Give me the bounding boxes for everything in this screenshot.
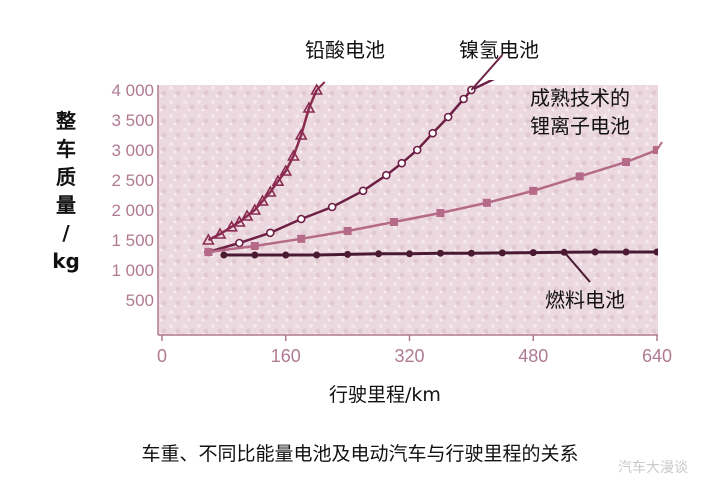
y-tick-label: 3 000: [111, 141, 154, 160]
data-point: [467, 249, 475, 257]
data-point: [591, 248, 599, 256]
x-tick-label: 0: [157, 346, 167, 366]
data-point: [310, 83, 324, 95]
series-leader: [563, 251, 591, 283]
data-point: [428, 128, 438, 138]
series-leader: [315, 81, 326, 91]
x-tick-label: 320: [394, 346, 424, 366]
x-axis-ticks: 0 160 320 480 640: [157, 335, 672, 366]
data-point: [575, 172, 584, 181]
series-3-overflow: [656, 141, 663, 151]
data-point: [498, 249, 506, 257]
data-point: [220, 251, 228, 259]
y-axis-ticks: 500 1 000 1 500 2 000 2 500 3 000 3 500 4 000: [111, 81, 154, 310]
y-tick-label: 4 000: [111, 81, 154, 100]
data-point: [279, 164, 293, 176]
data-point: [202, 233, 215, 245]
data-point: [271, 174, 285, 186]
data-point: [529, 186, 538, 195]
series-label: 燃料电池: [545, 288, 625, 312]
data-point: [622, 158, 631, 166]
data-point: [358, 186, 368, 196]
series-overflow-layer: [315, 54, 663, 283]
data-point: [313, 251, 321, 259]
series-line: [208, 148, 658, 254]
y-axis-label-char: 量: [56, 193, 76, 217]
data-point: [390, 218, 399, 226]
series-3: [204, 146, 658, 256]
data-point: [327, 202, 337, 212]
series-4: [220, 248, 658, 259]
x-axis-label: 行驶里程/km: [329, 384, 441, 406]
data-point: [459, 94, 468, 104]
y-tick-label: 500: [126, 291, 154, 310]
data-point: [213, 227, 227, 239]
series-1: [202, 83, 324, 245]
y-axis-label-char: 车: [56, 137, 76, 161]
data-point: [235, 238, 244, 248]
data-point: [263, 185, 277, 197]
data-point: [240, 209, 254, 221]
data-point: [482, 198, 491, 207]
data-point: [436, 249, 444, 257]
data-point: [443, 112, 453, 122]
data-point: [282, 251, 290, 259]
data-point: [302, 101, 316, 113]
series-2: [204, 80, 495, 257]
data-point: [297, 234, 306, 243]
data-point: [653, 248, 658, 256]
data-point: [232, 215, 246, 227]
series-leader: [656, 141, 663, 151]
x-tick-label: 480: [518, 346, 548, 366]
plot-background: [158, 85, 658, 335]
data-point: [381, 170, 391, 180]
series-4-overflow: [563, 251, 591, 283]
y-tick-label: 3 500: [111, 111, 154, 130]
data-point: [296, 214, 306, 224]
data-point: [406, 250, 413, 258]
data-point: [294, 128, 308, 140]
data-point: [344, 250, 352, 258]
axes: [157, 85, 658, 336]
data-point: [529, 249, 537, 257]
series-label: 铅酸电池: [305, 38, 385, 62]
series-label: 锂离子电池: [530, 114, 630, 138]
data-point: [653, 146, 658, 154]
y-tick-label: 2 000: [111, 201, 154, 220]
series-1-overflow: [315, 81, 326, 91]
data-point: [250, 242, 259, 250]
series-leader: [470, 54, 504, 91]
data-point: [436, 209, 445, 217]
data-point: [251, 251, 259, 259]
y-axis-label-char: kg: [52, 249, 80, 273]
y-axis-label-char: /: [62, 221, 70, 245]
series-layer: [202, 80, 658, 259]
data-point: [248, 203, 262, 215]
x-tick-label: 160: [271, 346, 301, 366]
figure-caption: 车重、不同比能量电池及电动汽车与行驶里程的关系: [141, 443, 578, 465]
data-point: [256, 194, 269, 206]
data-point: [412, 145, 422, 155]
series-2-overflow: [470, 54, 504, 91]
y-tick-label: 1 000: [111, 261, 154, 280]
data-point: [287, 149, 300, 161]
watermark-text: 汽车大漫谈: [618, 459, 688, 476]
data-point: [265, 228, 275, 238]
data-point: [204, 248, 213, 256]
data-point: [343, 227, 352, 235]
data-point: [375, 250, 383, 258]
x-tick-label: 640: [642, 346, 672, 366]
series-label: 镍氢电池: [459, 38, 539, 62]
y-axis-label-char: 质: [56, 165, 76, 189]
data-point: [622, 248, 630, 256]
series-label: 成熟技术的: [530, 86, 630, 110]
y-tick-label: 1 500: [111, 231, 154, 250]
y-tick-label: 2 500: [111, 171, 154, 190]
data-point: [397, 158, 407, 168]
y-axis-label-char: 整: [55, 109, 76, 133]
